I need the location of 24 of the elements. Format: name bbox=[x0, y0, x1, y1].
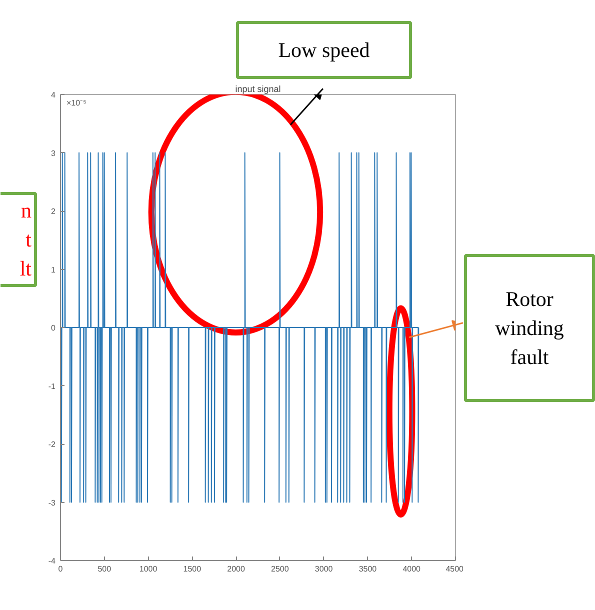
x-tick-label: 0 bbox=[58, 564, 64, 574]
x-tick-label: 3500 bbox=[358, 564, 378, 574]
annotation: ×10⁻⁵ bbox=[66, 98, 86, 108]
y-tick-label: 4 bbox=[51, 90, 56, 100]
x-tick-label: 1500 bbox=[183, 564, 202, 574]
x-tick-label: 4000 bbox=[402, 564, 422, 574]
y-tick-label: -2 bbox=[48, 440, 56, 449]
y-tick-label: 0 bbox=[51, 324, 56, 332]
y-tick-label: 3 bbox=[51, 148, 56, 158]
text: Low speed bbox=[278, 38, 370, 62]
y-tick-label: -3 bbox=[48, 498, 56, 508]
x-tick-label: 1000 bbox=[139, 564, 158, 574]
y-tick-label: -4 bbox=[48, 556, 56, 566]
text: Rotor winding fault bbox=[495, 287, 564, 369]
x-tick-label: 500 bbox=[98, 564, 112, 574]
x-tick-label: 2500 bbox=[271, 564, 290, 574]
y-tick-label: 1 bbox=[51, 265, 56, 274]
x-tick-label: 4500 bbox=[446, 564, 464, 574]
x-tick-label: 3000 bbox=[314, 564, 334, 574]
x-tick-label: 2000 bbox=[227, 564, 246, 574]
y-tick-label: 2 bbox=[51, 207, 56, 216]
y-tick-label: -1 bbox=[48, 382, 56, 391]
text: n t lt bbox=[20, 198, 32, 280]
chart-title: input signal bbox=[235, 84, 281, 94]
